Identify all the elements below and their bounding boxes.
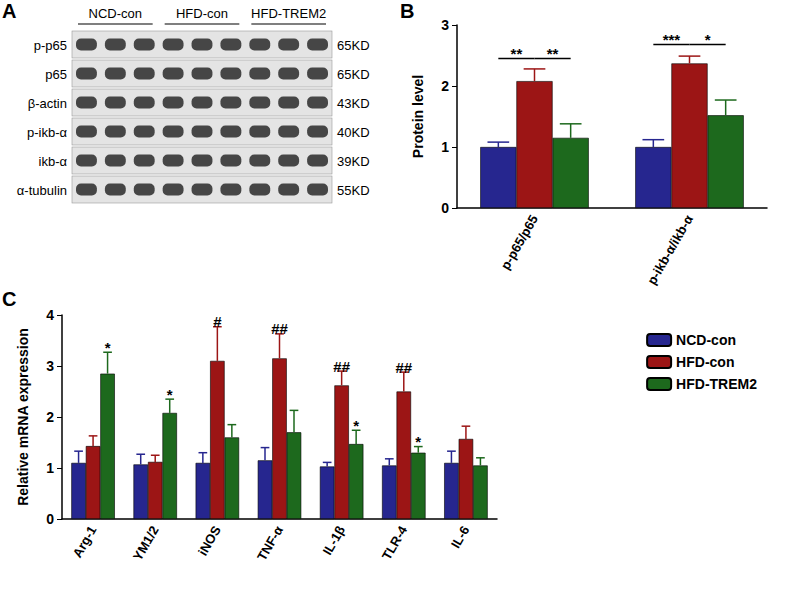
svg-text:*: * — [415, 433, 421, 450]
svg-text:43KD: 43KD — [337, 96, 370, 111]
svg-text:*: * — [353, 417, 359, 434]
svg-text:HFD-con: HFD-con — [176, 6, 228, 21]
svg-text:*: * — [705, 31, 711, 48]
svg-text:*: * — [105, 339, 111, 356]
svg-text:##: ## — [395, 359, 412, 376]
svg-text:##: ## — [271, 320, 288, 337]
svg-text:Protein level: Protein level — [410, 75, 426, 158]
svg-text:TNF-α: TNF-α — [254, 523, 286, 563]
svg-text:IL-6: IL-6 — [448, 523, 473, 550]
svg-text:TLR-4: TLR-4 — [379, 523, 411, 563]
svg-text:NCD-con: NCD-con — [89, 6, 142, 21]
svg-text:p-p65: p-p65 — [34, 38, 67, 53]
svg-text:p-ikb-α: p-ikb-α — [27, 125, 68, 140]
svg-text:iNOS: iNOS — [195, 523, 224, 558]
svg-text:2: 2 — [46, 409, 54, 425]
svg-text:HFD-TREM2: HFD-TREM2 — [676, 376, 757, 392]
svg-text:0: 0 — [441, 200, 449, 216]
svg-text:4: 4 — [46, 307, 54, 323]
svg-text:65KD: 65KD — [337, 67, 370, 82]
svg-text:**: ** — [547, 45, 559, 62]
svg-text:2: 2 — [441, 78, 449, 94]
svg-text:65KD: 65KD — [337, 38, 370, 53]
svg-text:3: 3 — [441, 17, 449, 33]
svg-text:40KD: 40KD — [337, 125, 370, 140]
svg-text:#: # — [213, 313, 222, 330]
svg-text:**: ** — [511, 45, 523, 62]
svg-text:3: 3 — [46, 358, 54, 374]
html-text:B: B — [400, 0, 415, 22]
html-text:C: C — [2, 288, 17, 310]
svg-text:55KD: 55KD — [337, 183, 370, 198]
svg-text:IL-1β: IL-1β — [320, 523, 349, 557]
svg-text:Arg-1: Arg-1 — [70, 523, 100, 560]
svg-text:39KD: 39KD — [337, 154, 370, 169]
svg-text:1: 1 — [441, 139, 449, 155]
svg-text:p65: p65 — [45, 67, 67, 82]
svg-text:1: 1 — [46, 460, 54, 476]
svg-text:α-tubulin: α-tubulin — [17, 183, 67, 198]
svg-text:HFD-TREM2: HFD-TREM2 — [251, 6, 326, 21]
svg-text:NCD-con: NCD-con — [676, 332, 736, 348]
svg-text:ikb-α: ikb-α — [39, 154, 68, 169]
svg-text:β-actin: β-actin — [28, 96, 67, 111]
svg-text:***: *** — [663, 31, 681, 48]
svg-text:##: ## — [333, 358, 350, 375]
svg-text:HFD-con: HFD-con — [676, 354, 734, 370]
svg-text:Relative mRNA expression: Relative mRNA expression — [15, 328, 31, 506]
svg-text:p-ikb-α/ikb-α: p-ikb-α/ikb-α — [644, 212, 696, 287]
svg-text:*: * — [167, 386, 173, 403]
svg-text:p-p65/p65: p-p65/p65 — [498, 212, 541, 272]
svg-text:YM1/2: YM1/2 — [130, 523, 162, 563]
svg-text:0: 0 — [46, 511, 54, 527]
html-text:A: A — [2, 0, 17, 22]
